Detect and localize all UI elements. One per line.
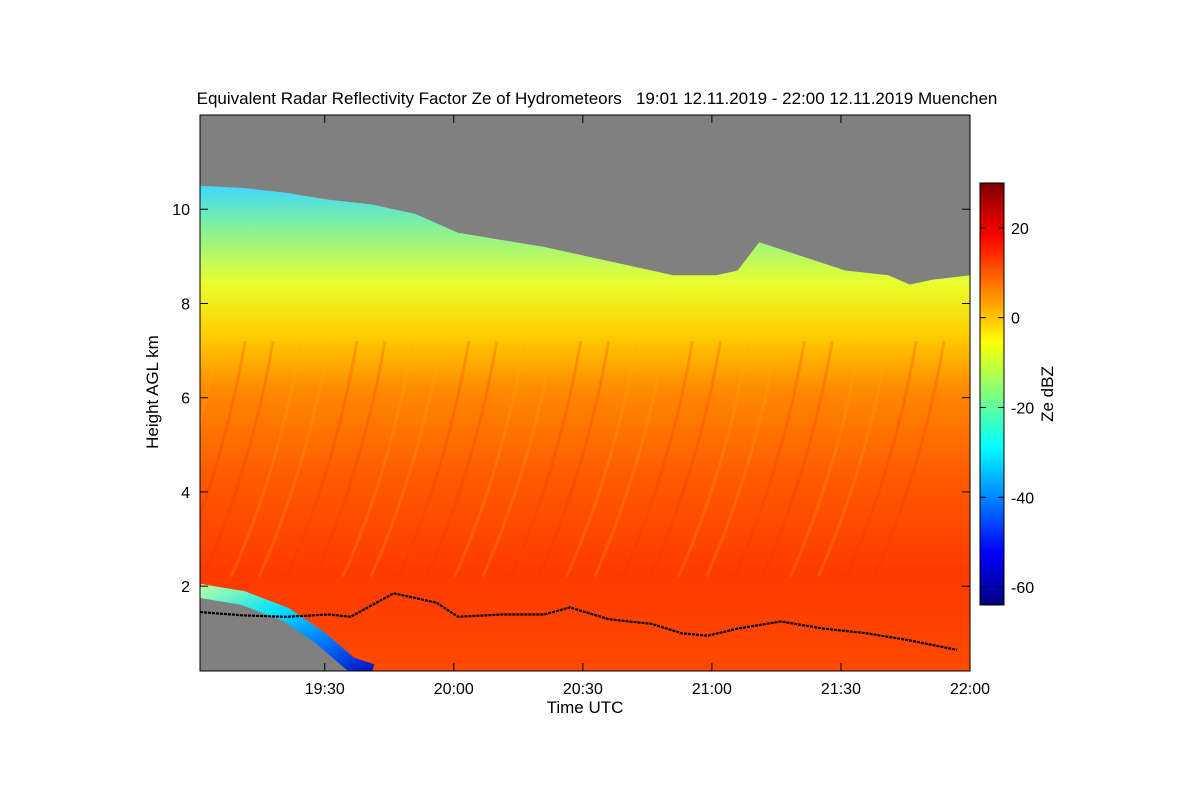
fall-streak [565, 340, 639, 578]
colorbar-tick-label: -20 [1011, 400, 1034, 417]
fall-streak [200, 340, 247, 519]
colorbar-label: Ze dBZ [1038, 366, 1057, 422]
y-tick-label: 2 [181, 579, 190, 596]
y-tick-label: 6 [181, 391, 190, 408]
fall-streak [229, 340, 303, 578]
fall-streak [816, 340, 890, 578]
fall-streak [760, 340, 834, 578]
fall-streak [872, 340, 946, 578]
fall-streak [285, 340, 359, 578]
x-tick-label: 21:30 [821, 681, 861, 698]
echo-region [200, 185, 970, 671]
fall-streak [788, 340, 862, 578]
fall-streak [677, 340, 750, 578]
fall-streak [369, 340, 443, 578]
colorbar-tick-label: 20 [1011, 221, 1029, 238]
fall-streak [537, 340, 611, 578]
colorbar [979, 182, 1005, 606]
y-axis-label: Height AGL km [143, 335, 162, 449]
fall-streak [481, 340, 555, 578]
fall-streak [844, 340, 918, 578]
fall-streak [621, 340, 695, 578]
fall-streak [509, 340, 583, 578]
y-tick-label: 10 [172, 202, 190, 219]
x-axis-label: Time UTC [547, 698, 624, 717]
y-tick-label: 4 [181, 485, 190, 502]
fall-streak [593, 340, 667, 578]
y-tick-label: 8 [181, 296, 190, 313]
fall-streak [453, 340, 527, 578]
y-axis: 2 4 6 8 10 [172, 202, 970, 596]
plot-frame [199, 114, 971, 672]
fall-streak [397, 340, 471, 578]
chart-title: Equivalent Radar Reflectivity Factor Ze … [197, 89, 998, 108]
fall-streaks [200, 340, 946, 578]
x-tick-label: 22:00 [950, 681, 990, 698]
fall-streak [200, 340, 219, 429]
colorbar-tick-label: 0 [1011, 311, 1020, 328]
x-tick-label: 20:30 [563, 681, 603, 698]
colorbar-tick-label: -60 [1011, 580, 1034, 597]
colorbar-axis: -60 -40 -20 0 20 [980, 221, 1034, 597]
fall-streak [201, 340, 275, 578]
fall-streak [705, 340, 778, 578]
fall-streak [425, 340, 499, 578]
cloud-base-line [200, 592, 958, 651]
x-tick-label: 19:30 [305, 681, 345, 698]
fall-streak [341, 340, 415, 578]
fall-streak [733, 340, 806, 578]
x-axis: 19:30 20:00 20:30 21:00 21:30 22:00 [305, 115, 990, 698]
fall-streak [649, 340, 722, 578]
x-tick-label: 21:00 [692, 681, 732, 698]
fall-streak [257, 340, 331, 578]
x-tick-label: 20:00 [434, 681, 474, 698]
low-level-weak-echo-edge [200, 583, 375, 671]
colorbar-tick-label: -40 [1011, 490, 1034, 507]
fall-streak [313, 340, 387, 578]
